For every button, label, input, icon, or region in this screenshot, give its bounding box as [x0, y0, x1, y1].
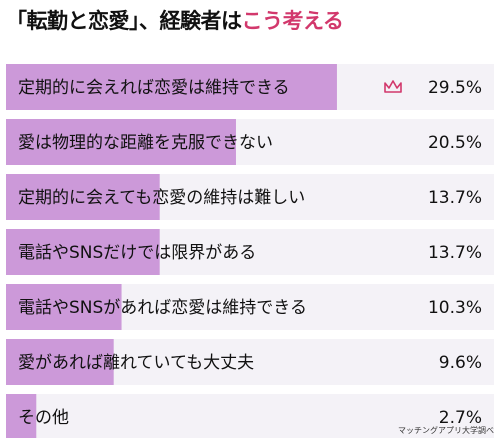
bar [6, 119, 236, 165]
value-label: 10.3% [428, 298, 482, 318]
bar-row: 定期的に会えれば恋愛は維持できる 29.5% [6, 64, 494, 110]
value-label: 9.6% [439, 353, 482, 373]
bar-row: 電話やSNSだけでは限界がある 13.7% [6, 229, 494, 275]
chart-title: 「転勤と恋愛」、経験者は こう考える [6, 2, 344, 38]
category-label: 電話やSNSがあれば恋愛は維持できる [18, 297, 307, 318]
bar [6, 394, 37, 438]
category-label: 愛は物理的な距離を克服できない [18, 133, 273, 153]
chart-title-main: 「転勤と恋愛」、経験者は [6, 9, 242, 33]
value-label: 2.7% [439, 408, 482, 428]
value-label: 29.5% [428, 78, 482, 98]
category-label: 電話やSNSだけでは限界がある [18, 243, 256, 263]
bar-row: 電話やSNSがあれば恋愛は維持できる 10.3% [6, 284, 494, 330]
bar-row: 定期的に会えても恋愛の維持は難しい 13.7% [6, 174, 494, 220]
bar-track [6, 394, 494, 438]
bar [6, 284, 122, 330]
bar [6, 174, 160, 220]
value-label: 13.7% [428, 188, 482, 208]
bar [6, 339, 114, 385]
bar [6, 229, 160, 275]
crown-icon [384, 80, 402, 93]
bar-row: 愛は物理的な距離を克服できない 20.5% [6, 119, 494, 165]
category-label: 定期的に会えれば恋愛は維持できる [18, 77, 290, 98]
category-label: 定期的に会えても恋愛の維持は難しい [18, 187, 305, 208]
category-label: 愛があれば離れていても大丈夫 [18, 353, 254, 373]
source-note: マッチングアプリ大学調べ [398, 426, 494, 435]
chart-title-highlight: こう考える [241, 9, 344, 33]
value-label: 13.7% [428, 243, 482, 263]
bar [6, 64, 337, 110]
bar-row: その他 2.7% [6, 394, 494, 438]
bar-row: 愛があれば離れていても大丈夫 9.6% [6, 339, 494, 385]
category-label: その他 [18, 408, 69, 428]
value-label: 20.5% [428, 133, 482, 153]
